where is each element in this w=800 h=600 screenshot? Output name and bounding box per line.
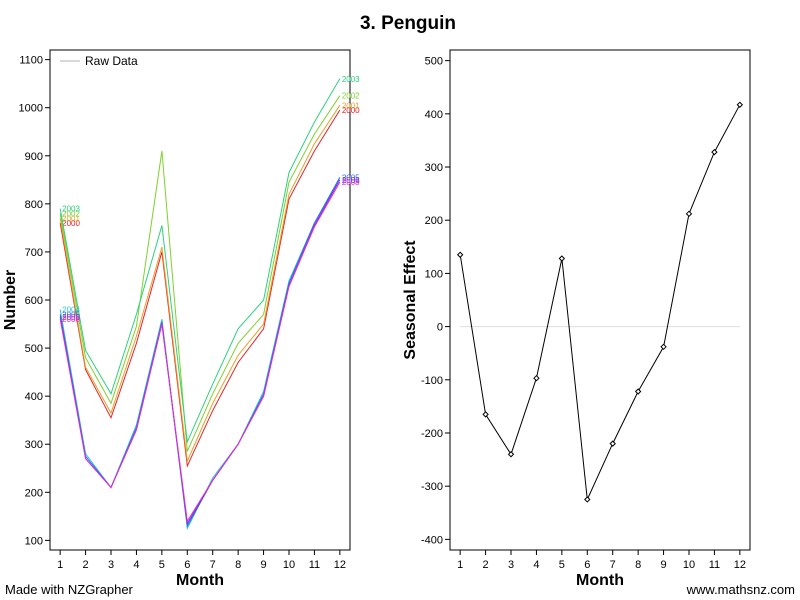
- data-point: [507, 451, 515, 458]
- series-end-label: 2003: [342, 75, 360, 84]
- data-point: [634, 388, 642, 395]
- x-tick-label: 4: [133, 559, 139, 571]
- series-line: [59, 181, 341, 523]
- series-start-label: 2008: [62, 315, 80, 324]
- series-start-label: 2003: [62, 205, 80, 214]
- y-tick-label: 500: [25, 343, 43, 355]
- series-end-label: 2006: [342, 176, 360, 185]
- series-line: [59, 109, 341, 468]
- data-point: [736, 101, 744, 108]
- data-point: [711, 148, 718, 156]
- series-end-label: 2008: [342, 178, 360, 187]
- data-point: [558, 255, 566, 262]
- x-axis-label: Month: [576, 572, 624, 589]
- x-tick-label: 7: [210, 559, 216, 571]
- data-point: [660, 343, 667, 351]
- x-tick-label: 10: [683, 559, 695, 571]
- series-start-label: 2001: [62, 214, 80, 223]
- y-axis-label: Seasonal Effect: [402, 240, 419, 360]
- y-tick-label: 400: [425, 109, 443, 121]
- series-line: [59, 95, 341, 452]
- y-tick-label: 300: [25, 439, 43, 451]
- y-tick-label: 300: [425, 162, 443, 174]
- x-tick-label: 1: [457, 559, 463, 571]
- y-tick-label: 0: [437, 322, 443, 334]
- x-tick-label: 10: [283, 559, 295, 571]
- data-point: [456, 251, 464, 258]
- y-tick-label: 100: [425, 268, 443, 280]
- series-line: [59, 179, 341, 526]
- x-tick-label: 12: [734, 559, 746, 571]
- data-point: [482, 411, 489, 418]
- series-end-label: 2005: [342, 173, 360, 182]
- series-end-label: 2000: [342, 106, 360, 115]
- raw-data-panel: 1 2 3 4 5 6 7 8 9 10 11 121002003004005006007008009…: [2, 49, 360, 589]
- y-tick-label: 200: [425, 215, 443, 227]
- y-tick-label: 1000: [19, 103, 43, 115]
- y-tick-label: 600: [25, 295, 43, 307]
- series-start-label: 2004: [62, 306, 80, 315]
- data-point: [685, 210, 693, 218]
- x-tick-label: 8: [235, 559, 241, 571]
- data-point: [533, 374, 540, 382]
- series-line: [459, 104, 741, 502]
- series-end-label: 2001: [342, 101, 360, 110]
- series-start-label: 2006: [62, 313, 80, 322]
- x-tick-label: 9: [660, 559, 666, 571]
- x-tick-label: 6: [184, 559, 190, 571]
- x-tick-label: 11: [309, 559, 320, 571]
- chart-title: 3. Penguin: [360, 13, 456, 34]
- y-tick-label: 1100: [19, 55, 43, 67]
- data-point: [584, 496, 591, 503]
- x-tick-label: 12: [334, 559, 346, 571]
- x-tick-label: 8: [635, 559, 641, 571]
- y-tick-label: 800: [25, 199, 43, 211]
- y-tick-label: -100: [421, 375, 443, 387]
- x-tick-label: 6: [584, 559, 590, 571]
- x-tick-label: 7: [610, 559, 616, 571]
- series-end-label: 2004: [342, 176, 360, 185]
- y-tick-label: 700: [25, 247, 43, 259]
- x-tick-label: 3: [108, 559, 114, 571]
- y-tick-label: -300: [421, 481, 443, 493]
- plot-frame: [449, 49, 751, 551]
- x-tick-label: 5: [159, 559, 165, 571]
- x-tick-label: 2: [83, 559, 89, 571]
- plot-frame: [49, 49, 351, 551]
- y-tick-label: 900: [25, 151, 43, 163]
- x-tick-label: 4: [533, 559, 539, 571]
- x-axis-label: Month: [176, 572, 224, 589]
- y-tick-label: 400: [25, 391, 43, 403]
- x-tick-label: 1: [57, 559, 63, 571]
- y-tick-label: -200: [421, 428, 443, 440]
- footer-credit: Made with NZGrapher: [5, 582, 133, 597]
- series-start-label: 2000: [62, 219, 80, 228]
- series-start-label: 2002: [62, 209, 80, 218]
- legend-label: Raw Data: [85, 54, 138, 68]
- x-tick-label: 9: [260, 559, 266, 571]
- x-tick-label: 3: [508, 559, 514, 571]
- seasonal-effect-panel: 1 2 3 4 5 6 7 8 9 10 11 12-400-300-200-100010020030…: [402, 49, 751, 589]
- y-tick-label: 200: [25, 487, 43, 499]
- y-tick-label: 100: [25, 535, 43, 547]
- footer-website: www.mathsnz.com: [686, 582, 795, 597]
- y-tick-label: 500: [425, 56, 443, 68]
- series-line: [59, 177, 341, 528]
- data-point: [609, 440, 616, 447]
- x-tick-label: 2: [483, 559, 489, 571]
- series-line: [59, 105, 341, 463]
- series-end-label: 2002: [342, 92, 360, 101]
- series-start-label: 2005: [62, 310, 80, 319]
- y-tick-label: -400: [421, 534, 443, 546]
- x-tick-label: 11: [709, 559, 720, 571]
- y-axis-label: Number: [2, 270, 19, 330]
- series-line: [59, 78, 341, 444]
- x-tick-label: 5: [559, 559, 565, 571]
